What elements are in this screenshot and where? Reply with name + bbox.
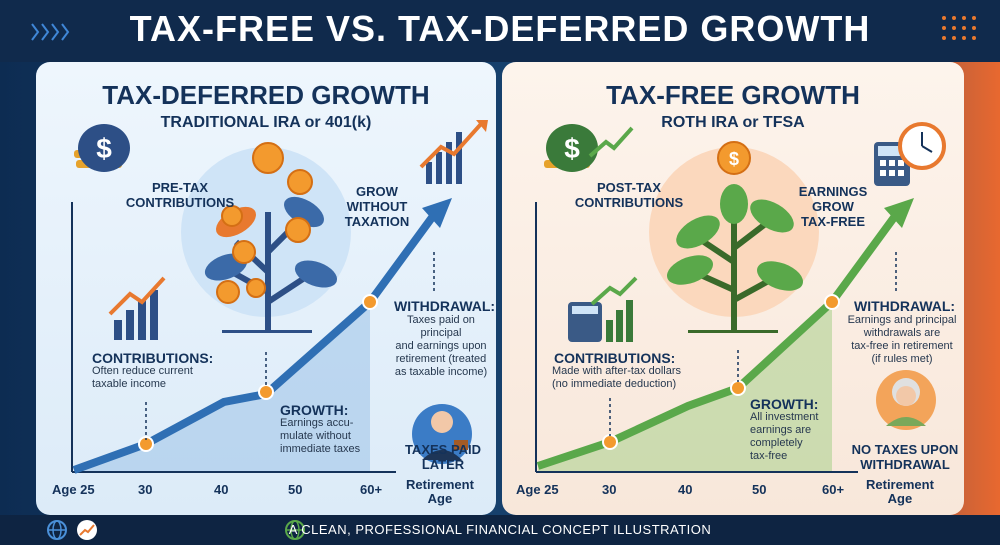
globe-icon (285, 520, 305, 540)
tick-label: 40 (214, 482, 229, 497)
tick-label: 40 (678, 482, 693, 497)
page-title: TAX-FREE VS. TAX-DEFERRED GROWTH (129, 8, 871, 49)
tick-label: 60+ (360, 482, 383, 497)
axis-end-label: Retirement Age (866, 477, 934, 506)
panel-title: TAX-FREE GROWTH (606, 80, 860, 110)
globe-icon (47, 520, 67, 540)
withdrawal-text: Earnings and principal withdrawals are t… (847, 314, 957, 365)
retiree-avatar (876, 370, 936, 430)
withdrawal-heading: WITHDRAWAL: (394, 298, 496, 314)
tax-free-illustration: $ (535, 122, 946, 473)
svg-text:$: $ (564, 133, 580, 164)
withdrawal-text: Taxes paid on principal and earnings upo… (394, 314, 488, 378)
tax-deferred-panel: $ (36, 62, 496, 515)
withdrawal-heading: WITHDRAWAL: (854, 298, 956, 314)
taxes-later-label: TAXES PAID LATER (404, 442, 482, 472)
svg-text:$: $ (96, 133, 112, 164)
growth-heading: GROWTH: (280, 402, 349, 418)
growth-text: All investment earnings are completely t… (750, 411, 819, 462)
money-bag-icon: $ (544, 124, 634, 172)
footer-caption: A CLEAN, PROFESSIONAL FINANCIAL CONCEPT … (288, 522, 712, 537)
contributions-heading: CONTRIBUTIONS: (92, 350, 214, 366)
axis-end-label: Retirement Age (406, 477, 474, 506)
tick-label: 30 (602, 482, 617, 497)
bar-chart-icon (108, 276, 166, 340)
tick-label: 60+ (822, 482, 845, 497)
growth-chart-icon (77, 520, 97, 540)
growth-heading: GROWTH: (750, 396, 819, 412)
earnings-label: EARNINGS GROW TAX-FREE (798, 184, 868, 229)
tax-free-panel: $ (502, 62, 964, 515)
panel-subtitle: TRADITIONAL IRA or 401(k) (160, 114, 372, 131)
money-bag-icon: $ (74, 124, 130, 172)
tick-label: 50 (752, 482, 767, 497)
tax-deferred-illustration: $ (71, 120, 488, 474)
calculator-chart-icon (568, 276, 638, 342)
panel-subtitle: ROTH IRA or TFSA (661, 114, 805, 131)
contributions-heading: CONTRIBUTIONS: (554, 350, 676, 366)
footer-bar (0, 515, 1000, 545)
no-taxes-label: NO TAXES UPON WITHDRAWAL (851, 442, 959, 472)
growth-text: Earnings accu- mulate without immediate … (280, 417, 361, 455)
grow-label: GROW WITHOUT TAXATION (344, 184, 410, 229)
svg-text:$: $ (729, 149, 739, 169)
tick-label: Age 25 (52, 482, 95, 497)
businessman-avatar (412, 404, 472, 464)
dot-grid-decoration (942, 16, 976, 40)
plant-tree-icon: $ (667, 141, 803, 333)
contributions-text: Often reduce current taxable income (92, 365, 193, 390)
tick-label: Age 25 (516, 482, 559, 497)
chevron-decoration (31, 23, 70, 41)
clock-icon (898, 122, 946, 170)
posttax-label: POST-TAX CONTRIBUTIONS (574, 180, 684, 210)
growth-chart-icon (419, 120, 488, 184)
contributions-text: Made with after-tax dollars (no immediat… (552, 365, 681, 390)
pretax-label: PRE-TAX CONTRIBUTIONS (125, 180, 235, 210)
tick-label: 30 (138, 482, 153, 497)
tick-label: 50 (288, 482, 303, 497)
panel-title: TAX-DEFERRED GROWTH (102, 80, 430, 110)
money-tree-icon (204, 142, 338, 333)
title-bar (0, 0, 1000, 62)
